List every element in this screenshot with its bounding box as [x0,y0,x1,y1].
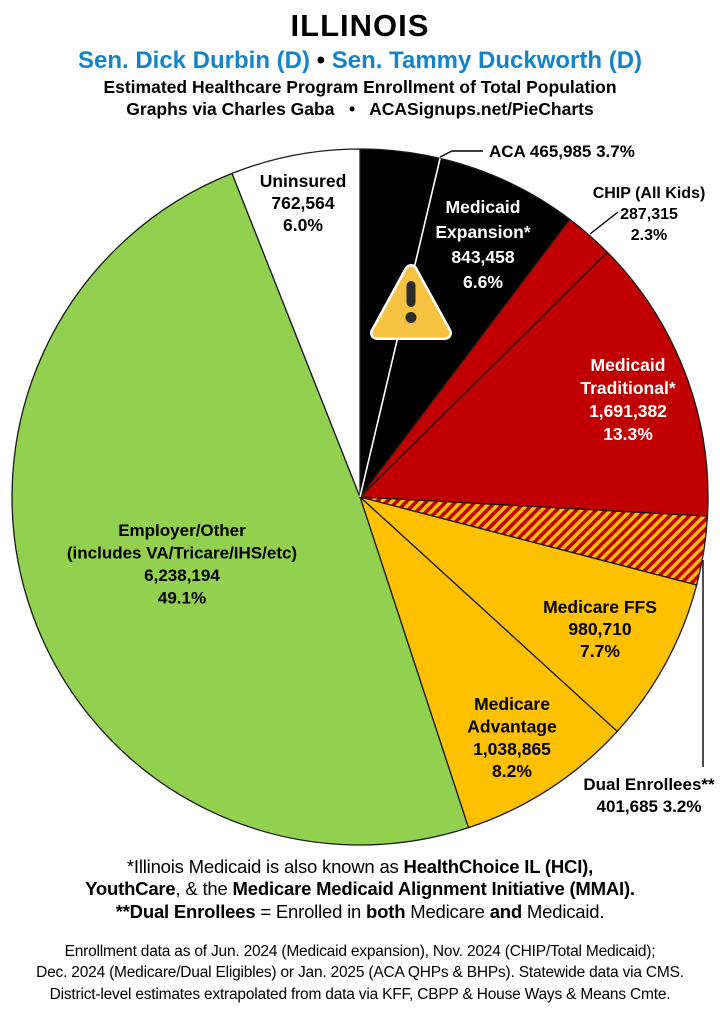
footnotes: *Illinois Medicaid is also known as Heal… [0,856,720,923]
slice-label-dual-enrollees: 401,685 3.2% [597,797,702,816]
slice-label-chip-all-kids: 2.3% [631,227,667,244]
pie-slice-medicare-ffs [359,496,698,733]
slice-label-medicare-ffs: Medicare FFS [543,597,657,617]
text-segment: Medicaid. [521,900,605,922]
slice-label-medicaid-traditional: Medicaid [591,355,666,375]
slice-label-employer-other-includes-va-tricare-ihs-etc: 6,238,194 [144,566,220,585]
slice-label-medicaid-traditional: 1,691,382 [589,401,667,421]
slice-label-medicaid-expansion: Expansion* [435,222,530,242]
slice-label-uninsured: Uninsured [260,171,347,191]
footnote-line-2: YouthCare, & the Medicare Medicaid Align… [0,878,720,900]
slice-label-employer-other-includes-va-tricare-ihs-etc: (includes VA/Tricare/IHS/etc) [67,544,297,563]
pie-slice-employer-other-includes-va-tricare-ihs-etc [11,172,470,846]
source-line-3: District-level estimates extrapolated fr… [49,985,671,1003]
slice-label-aca: ACA 465,985 3.7% [489,142,635,161]
text-segment: **Dual Enrollees [115,900,256,922]
text-segment: YouthCare [85,878,176,900]
text-segment: Sen. Tammy Duckworth (D) [331,47,643,74]
pie-slice-medicaid-expansion [359,157,571,498]
slice-label-medicare-advantage: 1,038,865 [473,739,551,759]
subtitle-credit: Graphs via Charles Gaba • ACASignups.net… [126,99,594,119]
slice-label-dual-enrollees: Dual Enrollees** [583,775,715,794]
text-segment: Medicare [405,900,490,922]
slice-label-uninsured: 762,564 [271,193,335,213]
source-note: Enrollment data as of Jun. 2024 (Medicai… [0,941,720,1005]
text-segment: = Enrolled in [255,900,367,922]
slice-label-medicaid-traditional: Traditional* [580,378,675,398]
slice-label-medicare-advantage: Medicare [474,694,550,714]
slice-label-medicare-advantage: 8.2% [492,761,532,781]
pie-slice-medicaid-traditional [359,251,709,517]
senators-line: Sen. Dick Durbin (D) • Sen. Tammy Duckwo… [0,45,720,76]
text-segment: Medicare Medicaid Alignment Initiative (… [232,878,636,900]
text-segment: and [489,900,522,922]
pie-slice-uninsured [231,148,361,498]
slice-label-employer-other-includes-va-tricare-ihs-etc: 49.1% [158,589,206,608]
source-line-1: Enrollment data as of Jun. 2024 (Medicai… [64,943,656,960]
state-title: ILLINOIS [290,8,430,43]
text-segment: HealthChoice IL (HCI), [403,856,594,877]
slice-label-medicaid-traditional: 13.3% [603,424,653,444]
text-segment: , & the [175,878,233,900]
slice-label-medicare-ffs: 980,710 [568,619,632,639]
header: ILLINOIS Sen. Dick Durbin (D) • Sen. Tam… [0,8,720,120]
slice-label-employer-other-includes-va-tricare-ihs-etc: Employer/Other [118,521,246,540]
slice-label-chip-all-kids: CHIP (All Kids) [593,185,706,202]
text-segment: *Illinois Medicaid is also known as [126,856,404,877]
warning-icon [370,264,452,340]
leader-line-aca [439,150,483,158]
text-segment: Sen. Dick Durbin (D) [77,47,310,74]
footnote-line-1: *Illinois Medicaid is also known as Heal… [0,856,720,878]
source-line-2: Dec. 2024 (Medicare/Dual Eligibles) or J… [36,964,684,982]
footnote-line-3: **Dual Enrollees = Enrolled in both Medi… [0,901,720,923]
slice-label-medicare-ffs: 7.7% [580,641,620,661]
leader-line-chip-all-kids [589,211,619,235]
text-segment: • [310,47,332,74]
slice-label-medicaid-expansion: 843,458 [451,247,515,267]
text-segment: both [366,900,406,922]
slice-label-uninsured: 6.0% [283,215,323,235]
slice-label-medicaid-expansion: Medicaid [446,197,521,217]
pie-slice-medicare-advantage [359,496,618,829]
slice-label-medicaid-expansion: 6.6% [463,272,503,292]
subtitle-enrollment: Estimated Healthcare Program Enrollment … [103,77,617,97]
slice-label-chip-all-kids: 287,315 [620,206,678,223]
slice-label-medicare-advantage: Advantage [467,716,557,736]
